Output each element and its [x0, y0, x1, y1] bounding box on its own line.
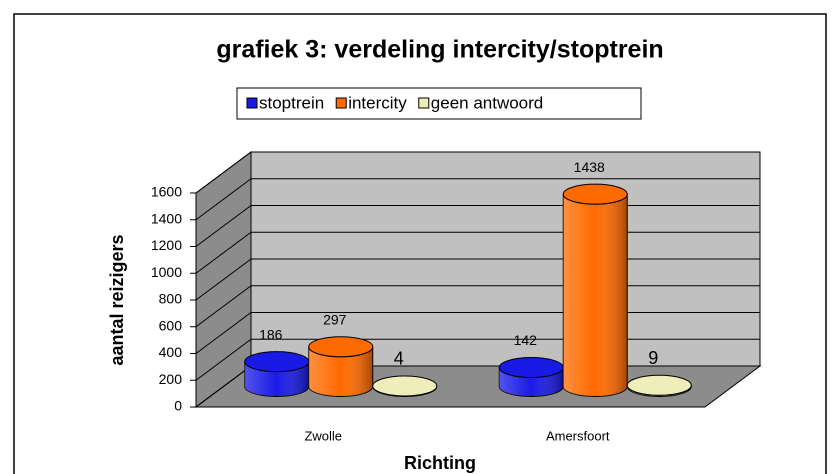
grid-line: [195, 205, 252, 247]
bar-top: [498, 357, 564, 379]
y-axis-label: aantal reizigers: [107, 234, 127, 365]
y-tick-label: 800: [159, 291, 183, 307]
y-tick-label: 1400: [151, 210, 182, 226]
bar-top: [372, 375, 438, 397]
chart-title: grafiek 3: verdeling intercity/stoptrein: [216, 36, 663, 64]
data-label: 1438: [574, 159, 605, 175]
legend-label: geen antwoord: [431, 93, 543, 112]
y-tick-label: 400: [159, 344, 183, 360]
bar-top: [244, 351, 310, 373]
grid-line: [195, 258, 252, 301]
data-label: 9: [648, 348, 658, 368]
legend-swatch: [335, 97, 347, 109]
y-tick-label: 600: [159, 317, 183, 333]
bar-top: [562, 183, 628, 205]
data-label: 297: [323, 311, 347, 327]
bar-shade: [499, 367, 564, 397]
grid-line: [195, 178, 252, 221]
grid-line: [195, 151, 252, 194]
legend-label: intercity: [348, 93, 407, 112]
grid-line: [195, 285, 252, 328]
bar-top: [308, 336, 374, 358]
y-tick-label: 1200: [151, 237, 182, 253]
x-tick-label: Amersfoort: [546, 428, 610, 443]
data-label: 4: [394, 349, 404, 369]
y-tick-label: 0: [174, 398, 182, 414]
bar-shade: [563, 194, 628, 397]
legend-label: stoptrein: [259, 93, 324, 112]
legend-box: [236, 87, 642, 120]
x-axis-label: Richting: [404, 453, 476, 473]
y-tick-label: 1000: [151, 264, 182, 280]
bar-shade: [308, 346, 373, 397]
legend-swatch: [418, 97, 430, 109]
grid-line: [195, 312, 252, 354]
grid-line: [195, 231, 252, 274]
x-tick-label: Zwolle: [304, 428, 342, 443]
grid-line: [195, 365, 252, 408]
legend-swatch: [246, 97, 258, 109]
bar-top: [626, 374, 692, 396]
data-label: 186: [259, 326, 283, 342]
y-tick-label: 1600: [151, 184, 182, 200]
legend: stoptrein intercity geen antwoord: [236, 87, 642, 120]
data-label: 142: [514, 332, 538, 348]
y-tick-label: 200: [159, 371, 183, 387]
grid-line: [195, 338, 252, 381]
